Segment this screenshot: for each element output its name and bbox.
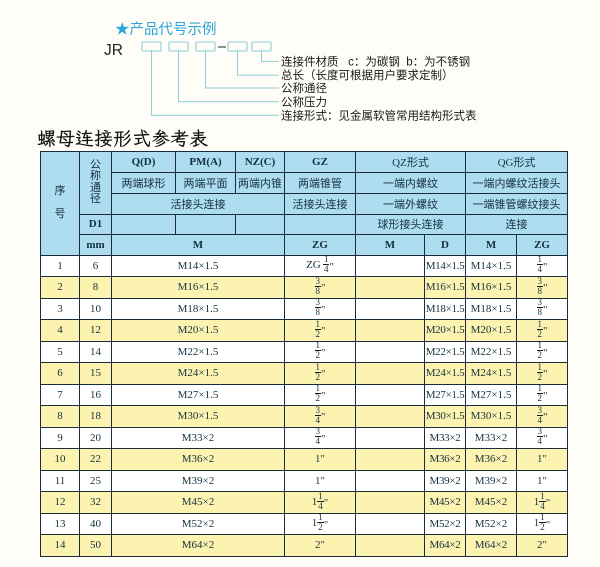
svg-text:总长（长度可根据用户要求定制）: 总长（长度可根据用户要求定制） [281,68,454,82]
svg-text:连接形式：见金属软管常用结构形式表: 连接形式：见金属软管常用结构形式表 [281,108,477,122]
svg-text:连接件材质 c：为碳钢 b：为不锈钢: 连接件材质 c：为碳钢 b：为不锈钢 [281,55,470,69]
svg-text:公称压力: 公称压力 [281,95,327,109]
svg-text:JR: JR [104,42,123,59]
svg-text:公称通径: 公称通径 [281,81,327,95]
